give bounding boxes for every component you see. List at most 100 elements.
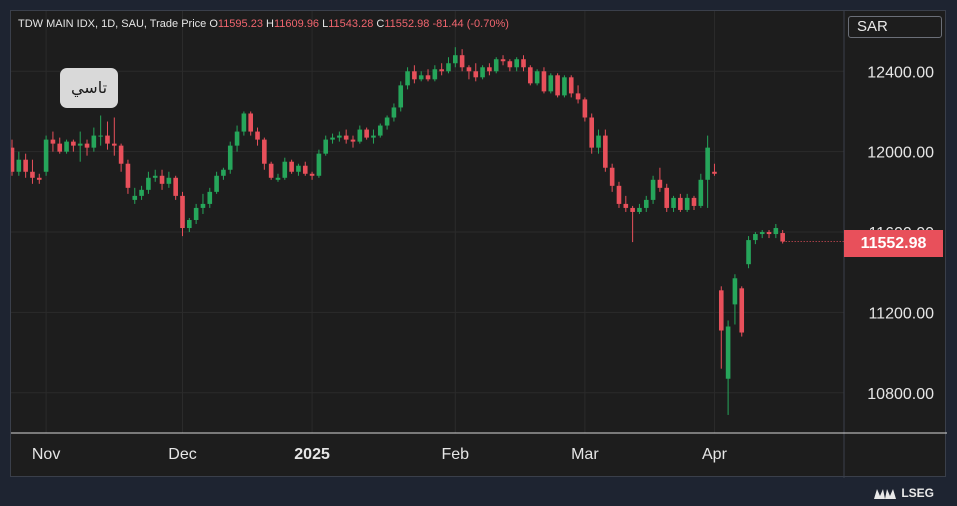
candle (609, 163, 615, 192)
candle (412, 65, 417, 84)
candle (248, 111, 253, 136)
candle-body (684, 197, 690, 210)
candle-body (637, 207, 642, 212)
candle (391, 103, 397, 122)
candle-body (282, 161, 288, 178)
candle (725, 320, 731, 415)
candle (43, 135, 49, 176)
time-axis[interactable]: Nov Dec 2025 Feb Mar Apr (32, 446, 728, 463)
candle (384, 115, 390, 130)
candle (193, 203, 199, 225)
candle (616, 181, 622, 208)
x-tick-label: Apr (702, 446, 728, 463)
candle (36, 173, 42, 184)
candlestick-chart[interactable]: 12400.0012000.0011600.0011200.0010800.00… (11, 11, 947, 478)
candle (582, 97, 588, 122)
open-label: O (209, 18, 218, 30)
candle-body (603, 135, 608, 168)
candle-body (343, 135, 349, 140)
candle-body (773, 228, 779, 235)
candle (132, 187, 138, 204)
candle (698, 173, 704, 208)
candle (500, 55, 506, 66)
candle-body (16, 159, 22, 172)
candle (57, 137, 63, 154)
y-tick-label: 11200.00 (868, 305, 934, 322)
candle-body (166, 177, 172, 184)
candle (548, 73, 554, 94)
candle (166, 171, 172, 188)
candle (568, 75, 574, 98)
candle-body (582, 99, 588, 118)
candle (118, 143, 124, 172)
candle (759, 230, 765, 239)
candle-body (289, 161, 294, 172)
candle (712, 163, 717, 176)
candle (152, 169, 158, 182)
candle-body (568, 77, 574, 94)
candle (91, 127, 97, 152)
candle (30, 159, 35, 184)
candle (64, 139, 69, 154)
x-tick-label: Nov (32, 446, 60, 463)
candle-body (11, 147, 15, 172)
y-tick-label: 10800.00 (867, 386, 934, 403)
candle-body (555, 75, 560, 96)
candle-body (36, 177, 42, 180)
candle-body (118, 145, 124, 164)
candle-body (466, 67, 472, 72)
candle (221, 167, 226, 180)
candle-body (493, 59, 499, 72)
candle (105, 121, 110, 150)
candle-body (521, 59, 526, 68)
candle (371, 129, 376, 144)
candle (330, 133, 335, 144)
candle (234, 125, 240, 152)
currency-selector[interactable]: SAR (848, 16, 942, 38)
candle (534, 69, 540, 86)
candle (623, 195, 629, 212)
candle-body (255, 131, 260, 140)
candle-body (180, 195, 185, 229)
candle-body (487, 67, 492, 72)
candle-body (98, 135, 103, 137)
close-label: C (376, 18, 385, 30)
candle (562, 75, 567, 98)
candle (16, 151, 22, 176)
candle-body (446, 63, 451, 72)
candle-body (371, 135, 376, 138)
candle-body (514, 59, 519, 68)
y-tick-label: 12000.00 (867, 145, 934, 162)
candle (289, 159, 294, 174)
candle-body (377, 125, 383, 136)
candle-body (30, 171, 35, 178)
candle (187, 217, 192, 233)
candle (480, 65, 485, 80)
candle (180, 191, 185, 237)
candle-body (671, 197, 676, 208)
candle-body (678, 197, 683, 210)
candle (521, 55, 526, 72)
candle (268, 161, 274, 180)
candle (200, 193, 206, 214)
candle-body (302, 165, 308, 174)
lseg-logo-icon (874, 488, 896, 499)
candle-body (275, 177, 281, 180)
candle (398, 81, 404, 112)
candle (207, 187, 213, 208)
candle-body (91, 135, 97, 148)
high-label: H (266, 18, 274, 30)
candle-body (221, 169, 226, 176)
candle (637, 203, 642, 214)
candle-body (712, 171, 717, 174)
candle (678, 193, 683, 212)
candle (691, 195, 697, 210)
candle-body (152, 175, 158, 178)
candle-body (364, 129, 369, 138)
candle (350, 135, 356, 148)
candle (364, 127, 369, 140)
chart-frame: 12400.0012000.0011600.0011200.0010800.00… (10, 10, 947, 478)
candle-body (528, 67, 533, 84)
candle-body (691, 197, 697, 206)
